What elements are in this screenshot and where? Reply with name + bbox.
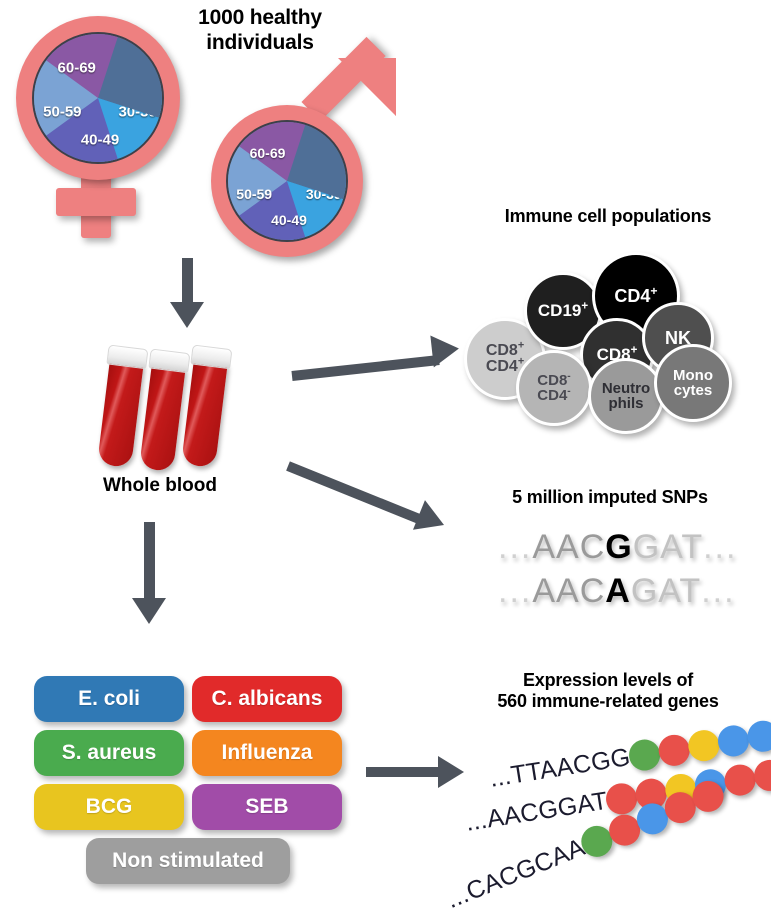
age-pie-slice-label: 60-69 <box>249 145 286 162</box>
age-pie-slice-label: 60-69 <box>57 59 96 77</box>
bubble-sup-2: - <box>567 386 571 397</box>
bubble-label-line2: phils <box>608 395 644 412</box>
page-title-line1: 1000 healthy <box>198 6 322 29</box>
stimulus-label: BCG <box>85 795 133 818</box>
stimulus-button-non-stimulated[interactable]: Non stimulated <box>86 838 290 884</box>
expression-bead <box>722 762 759 798</box>
snp-variant-base: A <box>605 572 631 610</box>
bubble-label-line2: CD4 <box>537 387 568 404</box>
snp-section-title: 5 million imputed SNPs <box>512 487 708 507</box>
stimulus-button-bcg[interactable]: BCG <box>34 784 184 830</box>
strand-sequence: ...CACGCAA <box>442 833 589 915</box>
bubble-label-line2: cytes <box>673 382 713 399</box>
immune-bubble-neutrophils: Neutro phils <box>588 358 664 434</box>
bubble-sup-1: + <box>650 283 658 298</box>
bubble-label-line1: CD8 <box>537 371 568 389</box>
bubble-sup-1: + <box>581 300 589 313</box>
bubble-sup-1: + <box>517 339 525 352</box>
bubble-label-line2: CD4 <box>485 358 518 375</box>
stimulus-button-e-coli[interactable]: E. coli <box>34 676 184 722</box>
stimulus-label: SEB <box>245 795 289 818</box>
snp-sequence-row: ...AACAGAT... <box>498 572 736 611</box>
stimulation-conditions-panel: E. coli C. albicans S. aureus Influenza … <box>34 676 344 894</box>
age-pie-slice-label: 40-49 <box>80 131 120 149</box>
page-title-line2: individuals <box>206 30 314 54</box>
bubble-sup-1: - <box>567 370 571 382</box>
stimulus-label: Influenza <box>221 741 313 764</box>
bubble-label-line1: CD8 <box>485 341 518 359</box>
snp-variant-base: G <box>605 528 633 566</box>
immune-cell-bubble-cluster: CD8+ CD4+ CD19+ CD4+ CD8+ NK <box>448 240 768 434</box>
expression-strand-group: ...TTAACGG ...AACGGAT ...CACGCAA <box>443 718 771 914</box>
expression-bead <box>715 723 752 759</box>
expression-section-title: Expression levels of 560 immune-related … <box>448 670 768 712</box>
stimulus-label: Non stimulated <box>112 849 264 872</box>
stimulus-button-influenza[interactable]: Influenza <box>192 730 342 776</box>
snp-sequence-row: ...AACGGAT... <box>498 528 737 567</box>
expression-title-line1: Expression levels of <box>522 670 694 690</box>
page-title: 1000 healthy individuals <box>150 6 370 56</box>
bubble-label-line1: CD4 <box>614 285 651 306</box>
expression-bead <box>626 737 663 773</box>
stimulus-button-c-albicans[interactable]: C. albicans <box>192 676 342 722</box>
immune-bubble-cd19: CD19+ <box>524 272 602 350</box>
stimulus-label: S. aureus <box>61 741 157 764</box>
age-pie-slice-label: 50-59 <box>43 103 82 121</box>
age-pie-slice-label: 40-49 <box>271 211 307 228</box>
immune-bubble-cd8-cd4-dn: CD8- CD4- <box>516 350 592 426</box>
bubble-label-line1: CD19 <box>537 301 582 321</box>
bubble-label-line1: Mono <box>673 366 713 384</box>
expression-title-line2: 560 immune-related genes <box>497 691 719 712</box>
immune-bubble-monocytes: Mono cytes <box>654 344 732 422</box>
stimulus-button-s-aureus[interactable]: S. aureus <box>34 730 184 776</box>
snp-prefix-dots: ... <box>498 572 533 610</box>
expression-bead <box>656 732 692 769</box>
bubble-label-line1: NK <box>665 327 691 348</box>
bubble-label-line1: Neutro <box>601 379 651 397</box>
bubble-sup-1: + <box>630 344 638 357</box>
immune-section-title: Immune cell populations <box>504 206 712 226</box>
expression-bead <box>745 718 771 755</box>
stimulus-button-seb[interactable]: SEB <box>192 784 342 830</box>
age-pie-slice-label: 50-59 <box>236 186 273 203</box>
snp-post-bases: GAT <box>632 528 704 566</box>
expression-bead <box>752 757 771 794</box>
bubble-sup-2: + <box>517 355 525 368</box>
female-stem-horizontal <box>56 188 136 216</box>
snp-post-bases: GAT <box>630 572 702 610</box>
stimulus-label: C. albicans <box>211 687 323 710</box>
whole-blood-label: Whole blood <box>103 475 217 496</box>
snp-suffix-dots: ... <box>703 528 738 566</box>
whole-blood-tubes <box>95 340 233 473</box>
expression-bead <box>685 727 722 764</box>
blood-tube <box>139 348 191 473</box>
stimulus-label: E. coli <box>78 687 140 710</box>
snp-prefix-dots: ... <box>498 528 533 566</box>
blood-tube <box>97 344 149 469</box>
snp-pre-bases: AAC <box>532 528 606 566</box>
snp-pre-bases: AAC <box>532 572 606 610</box>
snp-suffix-dots: ... <box>701 572 736 610</box>
